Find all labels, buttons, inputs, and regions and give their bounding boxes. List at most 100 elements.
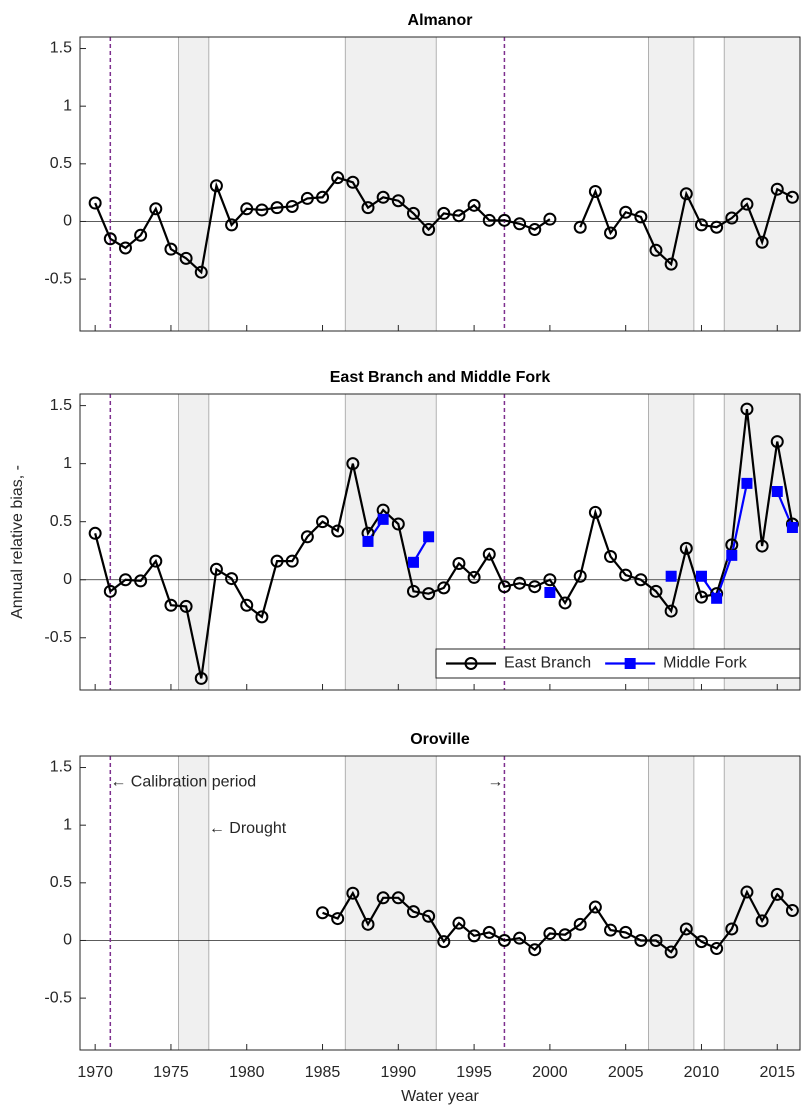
marker-circle (740, 402, 754, 416)
marker-circle (710, 220, 724, 234)
drought-shade (648, 394, 695, 690)
drought-shade (344, 394, 437, 690)
marker-circle (588, 184, 602, 198)
marker-circle (694, 218, 708, 232)
marker-circle (270, 201, 284, 215)
drought-shade (178, 37, 210, 331)
x-tick-label: 1990 (381, 1064, 417, 1081)
marker-circle (209, 179, 223, 193)
marker-circle (558, 928, 572, 942)
marker-circle (391, 194, 405, 208)
marker-square (423, 531, 435, 543)
series-line (367, 483, 794, 601)
marker-circle (664, 945, 678, 959)
marker-circle (452, 209, 466, 223)
marker-circle (619, 568, 633, 582)
drought-shade (648, 756, 695, 1050)
y-tick-label: -0.5 (44, 270, 72, 287)
marker-circle (422, 223, 436, 237)
marker-circle (604, 923, 618, 937)
marker-circle (513, 217, 527, 231)
marker-circle (361, 201, 375, 215)
marker-circle (755, 539, 769, 553)
marker-circle (406, 905, 420, 919)
marker-circle (179, 599, 193, 613)
marker-circle (573, 569, 587, 583)
marker-circle (316, 906, 330, 920)
marker-circle (194, 671, 208, 685)
marker-circle (209, 562, 223, 576)
marker-circle (149, 554, 163, 568)
marker-square (624, 658, 636, 669)
marker-circle (437, 581, 451, 595)
marker-circle (710, 942, 724, 956)
marker-circle (467, 198, 481, 212)
marker-circle (376, 190, 390, 204)
series-line (322, 889, 794, 954)
marker-circle (513, 576, 527, 590)
marker-circle (452, 916, 466, 930)
marker-circle (664, 604, 678, 618)
marker-circle (694, 590, 708, 604)
axes-box (79, 36, 801, 332)
marker-circle (634, 210, 648, 224)
y-tick-label: 1.5 (50, 397, 72, 414)
annotation: → (487, 774, 503, 791)
plot-area (80, 394, 800, 690)
marker-circle (497, 933, 511, 947)
panel-title: East Branch and Middle Fork (330, 369, 551, 386)
marker-circle (316, 190, 330, 204)
y-tick-label: 1 (63, 816, 72, 833)
marker-circle (694, 935, 708, 949)
marker-square (786, 521, 798, 533)
marker-circle (619, 205, 633, 219)
y-tick-label: 1.5 (50, 759, 72, 776)
drought-shade (723, 756, 800, 1050)
marker-circle (573, 220, 587, 234)
y-tick-label: 0.5 (50, 874, 72, 891)
marker-circle (300, 191, 314, 205)
marker-circle (103, 232, 117, 246)
marker-circle (164, 242, 178, 256)
panel-title: Oroville (410, 731, 470, 748)
axes-box (79, 755, 801, 1051)
marker-circle (134, 574, 148, 588)
marker-circle (346, 457, 360, 471)
marker-circle (376, 891, 390, 905)
drought-shade (723, 37, 800, 331)
x-tick-label: 1995 (456, 1064, 492, 1081)
marker-circle (573, 917, 587, 931)
drought-shade (344, 756, 437, 1050)
marker-square (711, 592, 723, 604)
marker-circle (225, 572, 239, 586)
marker-circle (619, 925, 633, 939)
marker-circle (755, 235, 769, 249)
marker-circle (179, 251, 193, 265)
axes-box (79, 393, 801, 691)
marker-circle (740, 885, 754, 899)
marker-circle (467, 929, 481, 943)
marker-circle (391, 891, 405, 905)
plot-area (80, 37, 800, 331)
marker-circle (164, 598, 178, 612)
drought-shade (648, 37, 695, 331)
marker-circle (134, 228, 148, 242)
y-axis-label: Annual relative bias, - (9, 465, 26, 619)
marker-circle (740, 197, 754, 211)
marker-circle (331, 171, 345, 185)
marker-circle (543, 212, 557, 226)
legend: East Branch Middle Fork (435, 648, 801, 679)
marker-circle (785, 903, 799, 917)
marker-circle (406, 584, 420, 598)
marker-circle (634, 933, 648, 947)
marker-square (544, 586, 556, 598)
marker-circle (755, 914, 769, 928)
marker-circle (300, 530, 314, 544)
marker-square (665, 570, 677, 582)
plot-area (80, 756, 800, 1050)
marker-circle (346, 175, 360, 189)
marker-circle (649, 933, 663, 947)
marker-circle (118, 241, 132, 255)
marker-circle (331, 912, 345, 926)
marker-circle (331, 524, 345, 538)
